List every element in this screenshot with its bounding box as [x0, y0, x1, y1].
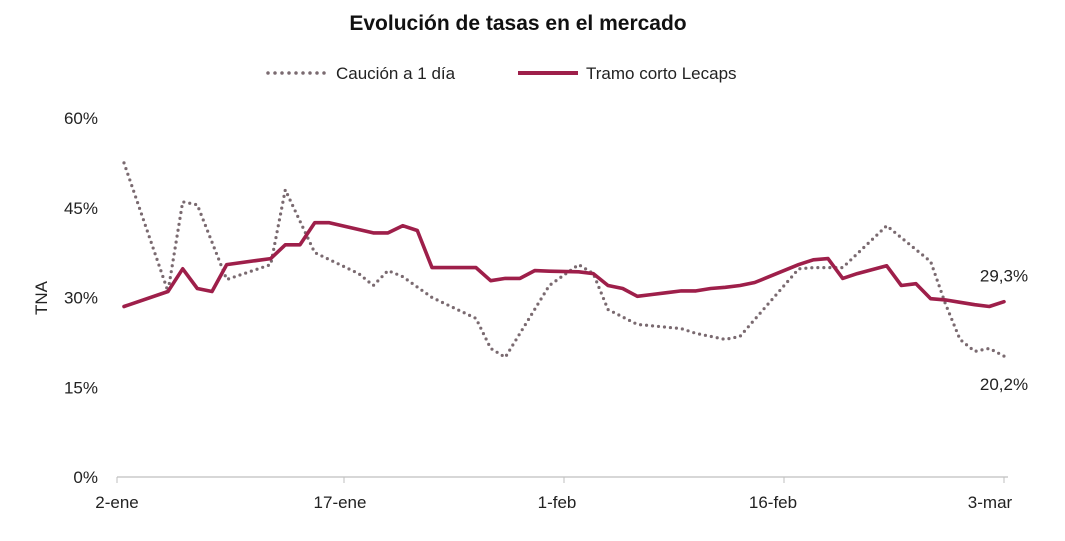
- y-axis-ticks: 0% 15% 30% 45% 60%: [64, 109, 98, 487]
- legend-label-lecaps: Tramo corto Lecaps: [586, 64, 737, 83]
- x-tick-label: 1-feb: [538, 493, 577, 512]
- x-tick-label: 17-ene: [314, 493, 367, 512]
- end-label-lecaps: 29,3%: [980, 267, 1028, 286]
- x-tick-label: 3-mar: [968, 493, 1013, 512]
- y-tick-label: 0%: [73, 468, 98, 487]
- y-tick-label: 60%: [64, 109, 98, 128]
- x-tick-label: 16-feb: [749, 493, 797, 512]
- series-line-caucion: [122, 161, 1006, 359]
- legend-label-caucion: Caución a 1 día: [336, 64, 456, 83]
- y-tick-label: 45%: [64, 199, 98, 218]
- y-axis-title: TNA: [32, 280, 51, 315]
- x-tick-label: 2-ene: [95, 493, 138, 512]
- y-tick-label: 30%: [64, 289, 98, 308]
- x-axis-ticks: 2-ene 17-ene 1-feb 16-feb 3-mar: [95, 477, 1013, 512]
- series-line-lecaps: [122, 220, 1006, 309]
- end-label-caucion: 20,2%: [980, 375, 1028, 394]
- y-tick-label: 15%: [64, 378, 98, 397]
- chart-title: Evolución de tasas en el mercado: [349, 12, 686, 35]
- series-layer: [122, 161, 1006, 359]
- chart-legend: Caución a 1 día Tramo corto Lecaps: [266, 64, 737, 83]
